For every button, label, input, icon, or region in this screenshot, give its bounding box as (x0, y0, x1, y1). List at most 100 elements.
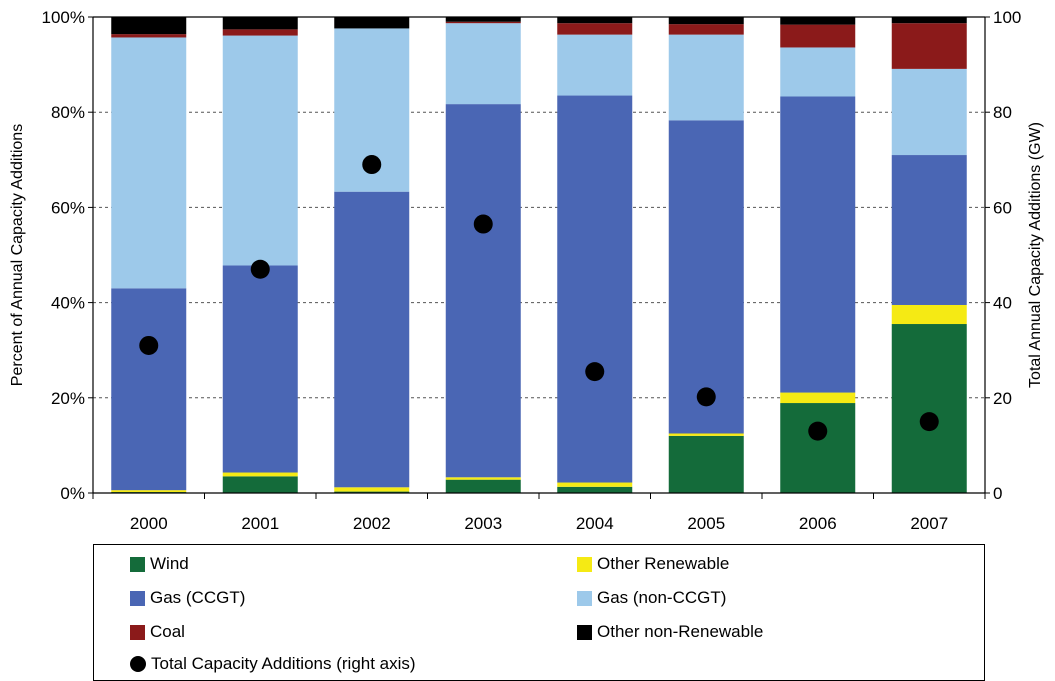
bar-segment-gas-non-ccgt-2005 (668, 34, 744, 121)
total-capacity-dot-2004 (585, 362, 605, 382)
bar-segment-wind-2004 (557, 486, 633, 493)
x-tick-label-2004: 2004 (576, 514, 614, 533)
bar-segment-other-non-renewable-2001 (222, 17, 298, 30)
gridlines (93, 111, 985, 399)
legend-swatch-gas-ccgt (130, 590, 145, 606)
bar-segment-coal-2003 (445, 21, 521, 24)
x-tick-label-2007: 2007 (910, 514, 948, 533)
chart-legend: Wind Other Renewable Gas (CCGT) Gas (non… (93, 544, 985, 681)
bar-segment-coal-2000 (111, 34, 187, 38)
legend-label-coal: Coal (150, 622, 185, 641)
bar-segment-gas-ccgt-2007 (891, 155, 967, 305)
total-capacity-dot-2005 (696, 387, 716, 407)
legend-swatch-other-non-renewable (577, 624, 592, 640)
bar-segment-wind-2007 (891, 324, 967, 493)
bar-segment-other-non-renewable-2003 (445, 17, 521, 22)
y-tick-label-right: 40 (993, 294, 1012, 313)
legend-label-gas-non-ccgt: Gas (non-CCGT) (597, 588, 727, 607)
legend-item-gas-ccgt: Gas (CCGT) (130, 588, 245, 608)
y-tick-label-right: 20 (993, 389, 1012, 408)
legend-label-other-non-renewable: Other non-Renewable (597, 622, 764, 641)
bar-segment-other-non-renewable-2006 (780, 17, 856, 25)
total-capacity-dot-2001 (250, 259, 270, 279)
legend-swatch-wind (130, 556, 145, 572)
legend-item-coal: Coal (130, 622, 185, 642)
y-tick-label-left: 40% (51, 294, 85, 313)
stacked-bars (111, 17, 967, 493)
bar-segment-wind-2002 (334, 491, 410, 493)
bar-segment-other-non-renewable-2004 (557, 17, 633, 24)
legend-label-other-renewable: Other Renewable (597, 554, 730, 573)
bar-segment-gas-ccgt-2001 (222, 265, 298, 473)
bar-segment-other-non-renewable-2005 (668, 17, 744, 25)
y-tick-label-left: 100% (42, 8, 85, 27)
x-tick-label-2005: 2005 (687, 514, 725, 533)
axes (88, 16, 990, 499)
bar-segment-other-renewable-2002 (334, 487, 410, 492)
bar-segment-gas-ccgt-2003 (445, 104, 521, 478)
bar-segment-coal-2007 (891, 23, 967, 69)
bar-segment-other-renewable-2003 (445, 477, 521, 480)
legend-swatch-other-renewable (577, 556, 592, 572)
x-tick-label-2001: 2001 (241, 514, 279, 533)
bar-segment-other-renewable-2000 (111, 490, 187, 493)
y-tick-label-left: 20% (51, 389, 85, 408)
total-capacity-markers (139, 155, 939, 441)
y-tick-label-left: 0% (60, 484, 85, 503)
bar-segment-other-renewable-2004 (557, 482, 633, 487)
bar-segment-gas-ccgt-2002 (334, 191, 410, 488)
y-axis-label-left: Percent of Annual Capacity Additions (9, 124, 26, 386)
bar-segment-other-non-renewable-2007 (891, 17, 967, 24)
bar-segment-gas-non-ccgt-2006 (780, 47, 856, 97)
legend-swatch-coal (130, 624, 145, 640)
bar-segment-other-renewable-2006 (780, 392, 856, 404)
legend-label-gas-ccgt: Gas (CCGT) (150, 588, 246, 607)
bar-segment-gas-non-ccgt-2000 (111, 37, 187, 289)
bar-segment-gas-non-ccgt-2001 (222, 35, 298, 266)
y-tick-label-left: 60% (51, 198, 85, 217)
bar-segment-wind-2001 (222, 476, 298, 493)
legend-swatch-gas-non-ccgt (577, 590, 592, 606)
bar-segment-other-renewable-2005 (668, 433, 744, 436)
bar-segment-coal-2006 (780, 24, 856, 48)
bar-segment-coal-2005 (668, 24, 744, 35)
bar-segment-gas-ccgt-2006 (780, 96, 856, 393)
bar-segment-wind-2003 (445, 479, 521, 493)
bar-segment-other-non-renewable-2002 (334, 17, 410, 29)
bar-segment-wind-2006 (780, 403, 856, 493)
total-capacity-dot-2003 (473, 214, 493, 234)
bar-segment-gas-ccgt-2000 (111, 288, 187, 491)
x-tick-label-2002: 2002 (353, 514, 391, 533)
legend-item-other-non-renewable: Other non-Renewable (577, 622, 763, 642)
bar-segment-wind-2005 (668, 435, 744, 493)
y-tick-label-right: 80 (993, 103, 1012, 122)
bar-segment-gas-ccgt-2004 (557, 95, 633, 483)
bar-segment-other-non-renewable-2000 (111, 17, 187, 35)
legend-item-wind: Wind (130, 554, 189, 574)
y-tick-label-right: 60 (993, 198, 1012, 217)
legend-label-wind: Wind (150, 554, 189, 573)
legend-item-total-capacity: Total Capacity Additions (right axis) (130, 654, 416, 674)
x-tick-label-2000: 2000 (130, 514, 168, 533)
bar-segment-other-renewable-2001 (222, 472, 298, 477)
bar-segment-other-renewable-2007 (891, 304, 967, 325)
tick-labels: 0% 20% 40% 60% 80% 100% 0 20 40 60 80 100 2000 2001 20… (42, 8, 1022, 533)
legend-item-other-renewable: Other Renewable (577, 554, 729, 574)
capacity-additions-chart: 0% 20% 40% 60% 80% 100% 0 20 40 60 80 100 2000 2001 20… (9, 8, 1044, 533)
total-capacity-dot-2007 (919, 412, 939, 432)
legend-label-total-capacity: Total Capacity Additions (right axis) (151, 654, 416, 673)
y-tick-label-right: 0 (993, 484, 1002, 503)
total-capacity-dot-2006 (808, 421, 828, 441)
x-tick-label-2003: 2003 (464, 514, 502, 533)
bar-segment-gas-ccgt-2005 (668, 120, 744, 434)
y-tick-label-left: 80% (51, 103, 85, 122)
legend-item-gas-non-ccgt: Gas (non-CCGT) (577, 588, 726, 608)
y-axis-label-right: Total Annual Capacity Additions (GW) (1027, 122, 1044, 388)
legend-marker-total-capacity (130, 656, 146, 672)
x-tick-label-2006: 2006 (799, 514, 837, 533)
bar-segment-gas-non-ccgt-2004 (557, 34, 633, 96)
bar-segment-gas-non-ccgt-2003 (445, 23, 521, 105)
total-capacity-dot-2000 (139, 335, 159, 355)
y-tick-label-right: 100 (993, 8, 1021, 27)
bar-segment-coal-2001 (222, 29, 298, 36)
